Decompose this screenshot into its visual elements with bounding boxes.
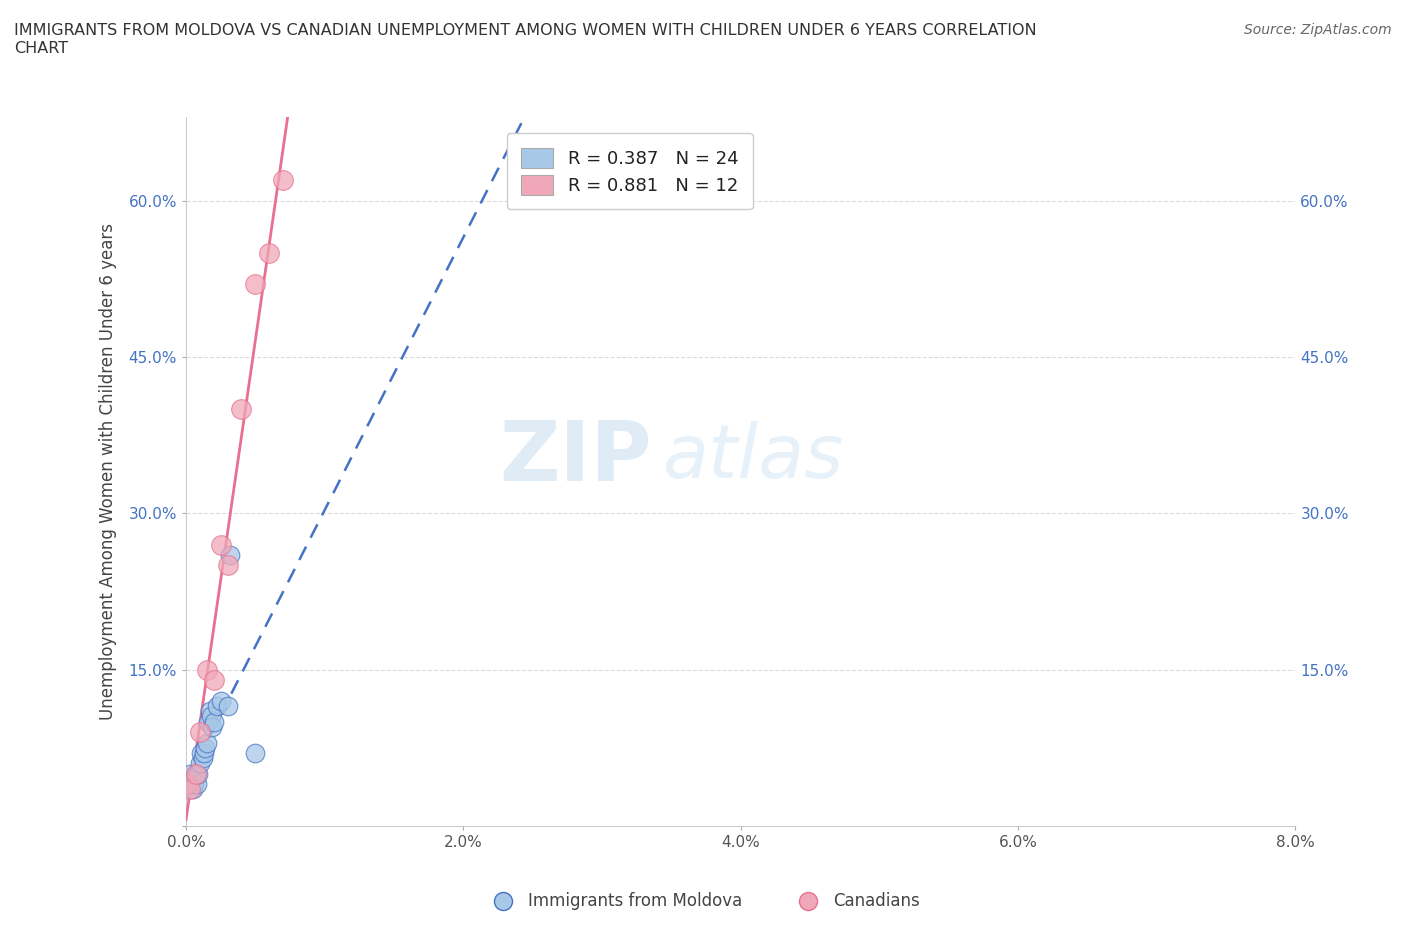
Point: [202, 672, 225, 687]
Legend: R = 0.387   N = 24, R = 0.881   N = 12: R = 0.387 N = 24, R = 0.881 N = 12: [506, 133, 754, 209]
Point: [176, 777, 198, 791]
Point: [271, 172, 294, 187]
Point: [195, 662, 218, 677]
Point: [198, 704, 221, 719]
Point: [201, 720, 224, 735]
Point: [190, 746, 212, 761]
Point: [209, 694, 232, 709]
Point: [200, 709, 222, 724]
Text: atlas: atlas: [664, 421, 845, 494]
Point: [245, 276, 267, 291]
Point: [197, 714, 219, 729]
Point: [194, 740, 217, 755]
Point: [245, 746, 267, 761]
Text: IMMIGRANTS FROM MOLDOVA VS CANADIAN UNEMPLOYMENT AMONG WOMEN WITH CHILDREN UNDER: IMMIGRANTS FROM MOLDOVA VS CANADIAN UNEM…: [14, 23, 1036, 56]
Point: [184, 766, 207, 781]
Point: [179, 766, 201, 781]
Point: [184, 766, 207, 781]
Point: [217, 698, 239, 713]
Point: [217, 558, 239, 573]
Point: [195, 735, 218, 750]
Point: [179, 782, 201, 797]
Point: [187, 766, 209, 781]
Point: [191, 751, 214, 765]
Point: [205, 698, 228, 713]
Point: [183, 777, 205, 791]
Point: [177, 777, 200, 791]
Point: [181, 782, 204, 797]
Point: [180, 777, 202, 791]
Point: [188, 756, 211, 771]
Text: ZIP: ZIP: [499, 417, 652, 498]
Y-axis label: Unemployment Among Women with Children Under 6 years: Unemployment Among Women with Children U…: [100, 223, 117, 720]
Point: [257, 246, 280, 260]
Point: [188, 724, 211, 739]
Point: [202, 714, 225, 729]
Point: [193, 746, 215, 761]
Point: [209, 538, 232, 552]
Point: [186, 777, 208, 791]
Point: [219, 548, 242, 563]
Text: Source: ZipAtlas.com: Source: ZipAtlas.com: [1244, 23, 1392, 37]
Legend: Immigrants from Moldova, Canadians: Immigrants from Moldova, Canadians: [479, 885, 927, 917]
Point: [231, 402, 253, 417]
